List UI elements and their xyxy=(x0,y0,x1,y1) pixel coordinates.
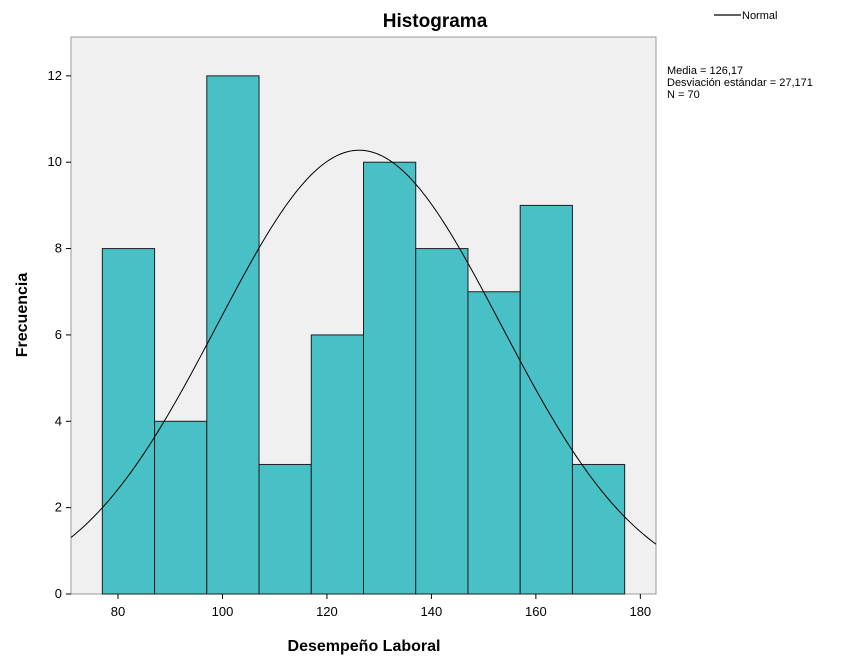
histogram-bar-1 xyxy=(101,248,156,595)
histogram-bar-9 xyxy=(519,204,573,595)
x-tick-label-80: 80 xyxy=(111,604,125,619)
y-tick-label-2: 2 xyxy=(55,500,62,515)
normal-curve-line xyxy=(70,149,657,545)
histogram-bar-6 xyxy=(363,161,417,595)
x-tick-label-120: 120 xyxy=(316,604,338,619)
y-tick-label-0: 0 xyxy=(55,586,62,601)
histogram-bar-4 xyxy=(258,463,312,595)
stat-mean: Media = 126,17 xyxy=(667,65,743,77)
y-axis-title: Frecuencia xyxy=(14,273,31,358)
axes: 80 100 120 140 160 180 0 2 4 6 8 10 12 xyxy=(48,68,652,619)
histogram-bar-10 xyxy=(571,463,626,595)
histogram-bar-3 xyxy=(206,75,260,595)
y-tick-label-12: 12 xyxy=(48,68,62,83)
legend-normal-label: Normal xyxy=(742,10,777,22)
x-tick-label-140: 140 xyxy=(421,604,443,619)
bars xyxy=(101,75,626,595)
x-tick-label-180: 180 xyxy=(629,604,651,619)
histogram-bar-7 xyxy=(415,248,469,595)
x-axis-title: Desempeño Laboral xyxy=(288,638,441,655)
legend: Normal xyxy=(714,10,777,22)
x-tick-label-160: 160 xyxy=(525,604,547,619)
y-tick-label-10: 10 xyxy=(48,154,62,169)
y-tick-label-6: 6 xyxy=(55,327,62,342)
histogram-bar-5 xyxy=(310,334,364,595)
stat-std-dev: Desviación estándar = 27,171 xyxy=(667,77,813,89)
histogram-bar-2 xyxy=(154,420,208,595)
chart-title: Histograma xyxy=(383,11,488,32)
x-tick-label-100: 100 xyxy=(212,604,234,619)
y-tick-label-8: 8 xyxy=(55,241,62,256)
stats-box: Media = 126,17 Desviación estándar = 27,… xyxy=(667,65,813,101)
stat-n: N = 70 xyxy=(667,89,700,101)
histogram-bar-8 xyxy=(467,291,521,595)
y-tick-label-4: 4 xyxy=(55,413,62,428)
